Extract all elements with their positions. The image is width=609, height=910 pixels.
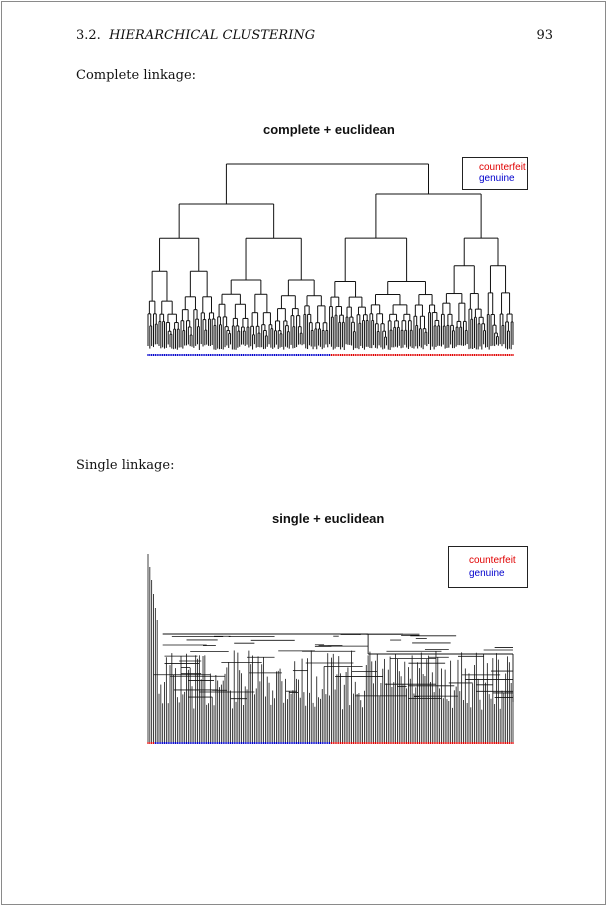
legend-genuine: genuine xyxy=(479,173,515,184)
legend-counterfeit: counterfeit xyxy=(469,555,516,566)
single-linkage-label: Single linkage: xyxy=(76,458,175,473)
page-number: 93 xyxy=(536,28,553,43)
complete-linkage-label: Complete linkage: xyxy=(76,68,197,83)
section-title: HIERARCHICAL CLUSTERING xyxy=(109,28,316,43)
section-number: 3.2. xyxy=(76,28,101,43)
complete-legend: counterfeit genuine xyxy=(462,157,528,190)
legend-genuine: genuine xyxy=(469,568,505,579)
single-plot-title: single + euclidean xyxy=(272,511,385,526)
running-header: 3.2. HIERARCHICAL CLUSTERING xyxy=(76,28,315,43)
legend-counterfeit: counterfeit xyxy=(479,162,526,173)
single-legend: counterfeit genuine xyxy=(448,546,528,588)
complete-plot-title: complete + euclidean xyxy=(263,122,395,137)
